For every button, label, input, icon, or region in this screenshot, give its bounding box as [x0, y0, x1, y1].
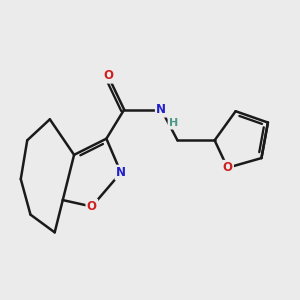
Text: N: N	[116, 166, 126, 179]
Text: O: O	[223, 161, 232, 174]
Text: O: O	[103, 69, 113, 82]
Text: H: H	[169, 118, 178, 128]
Text: O: O	[87, 200, 97, 213]
Text: N: N	[156, 103, 166, 116]
